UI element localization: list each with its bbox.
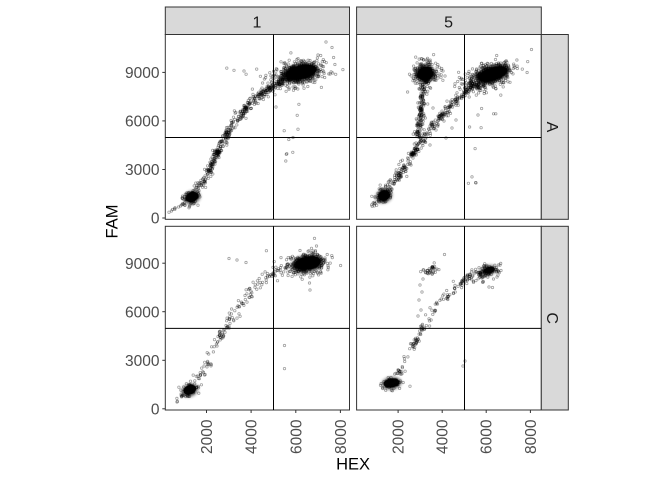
svg-text:9000: 9000 <box>125 256 160 273</box>
svg-text:5: 5 <box>444 14 453 31</box>
svg-text:4000: 4000 <box>435 419 452 454</box>
svg-text:3000: 3000 <box>125 353 160 370</box>
svg-text:6000: 6000 <box>125 304 160 321</box>
svg-text:FAM: FAM <box>104 205 122 239</box>
svg-text:A: A <box>543 122 560 133</box>
svg-text:0: 0 <box>151 211 160 228</box>
svg-text:4000: 4000 <box>244 419 261 454</box>
svg-text:6000: 6000 <box>125 114 160 131</box>
svg-text:8000: 8000 <box>333 419 350 454</box>
svg-text:9000: 9000 <box>125 65 160 82</box>
svg-text:C: C <box>543 312 560 324</box>
svg-text:0: 0 <box>151 402 160 419</box>
svg-text:6000: 6000 <box>479 419 496 454</box>
svg-text:1: 1 <box>252 14 261 31</box>
svg-text:6000: 6000 <box>288 419 305 454</box>
svg-text:HEX: HEX <box>336 456 370 474</box>
svg-text:2000: 2000 <box>391 419 408 454</box>
svg-text:2000: 2000 <box>199 419 216 454</box>
svg-text:8000: 8000 <box>523 419 540 454</box>
svg-text:3000: 3000 <box>125 162 160 179</box>
